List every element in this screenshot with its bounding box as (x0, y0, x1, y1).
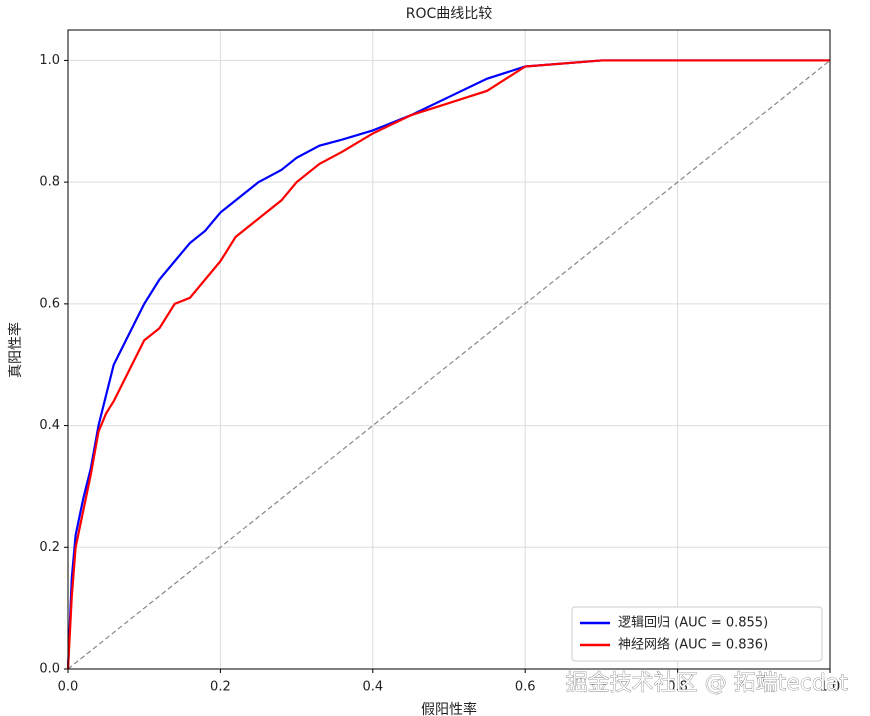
plot-frame (67, 29, 831, 670)
x-tick-label: 0.8 (667, 680, 688, 695)
x-tick-label: 0.0 (58, 680, 79, 695)
legend-box (571, 606, 823, 662)
x-axis-label: 假阳性率 (421, 701, 477, 716)
y-tick-label: 0.6 (39, 296, 60, 311)
y-tick-label: 1.0 (39, 53, 60, 68)
chart-title: ROC曲线比较 (406, 6, 493, 22)
y-tick-label: 0.4 (39, 418, 60, 433)
watermark: 掘金技术社区 @ 拓端tecdat (566, 671, 849, 696)
x-tick-label: 1.0 (820, 680, 841, 695)
y-tick-label: 0.0 (39, 662, 60, 677)
legend-label: 逻辑回归 (AUC = 0.855) (618, 616, 768, 631)
y-tick-label: 0.8 (39, 175, 60, 190)
legend-label: 神经网络 (AUC = 0.836) (618, 637, 768, 653)
y-axis-label: 真阳性率 (7, 322, 24, 378)
roc-line (66, 59, 830, 670)
legend: 逻辑回归 (AUC = 0.855) 神经网络 (AUC = 0.836) (571, 606, 823, 662)
x-tick-label: 0.4 (362, 680, 383, 695)
x-tick-label: 0.6 (515, 680, 536, 695)
y-tick-label: 0.2 (39, 540, 60, 555)
x-tick-label: 0.2 (210, 680, 231, 695)
chance-line (67, 59, 831, 670)
